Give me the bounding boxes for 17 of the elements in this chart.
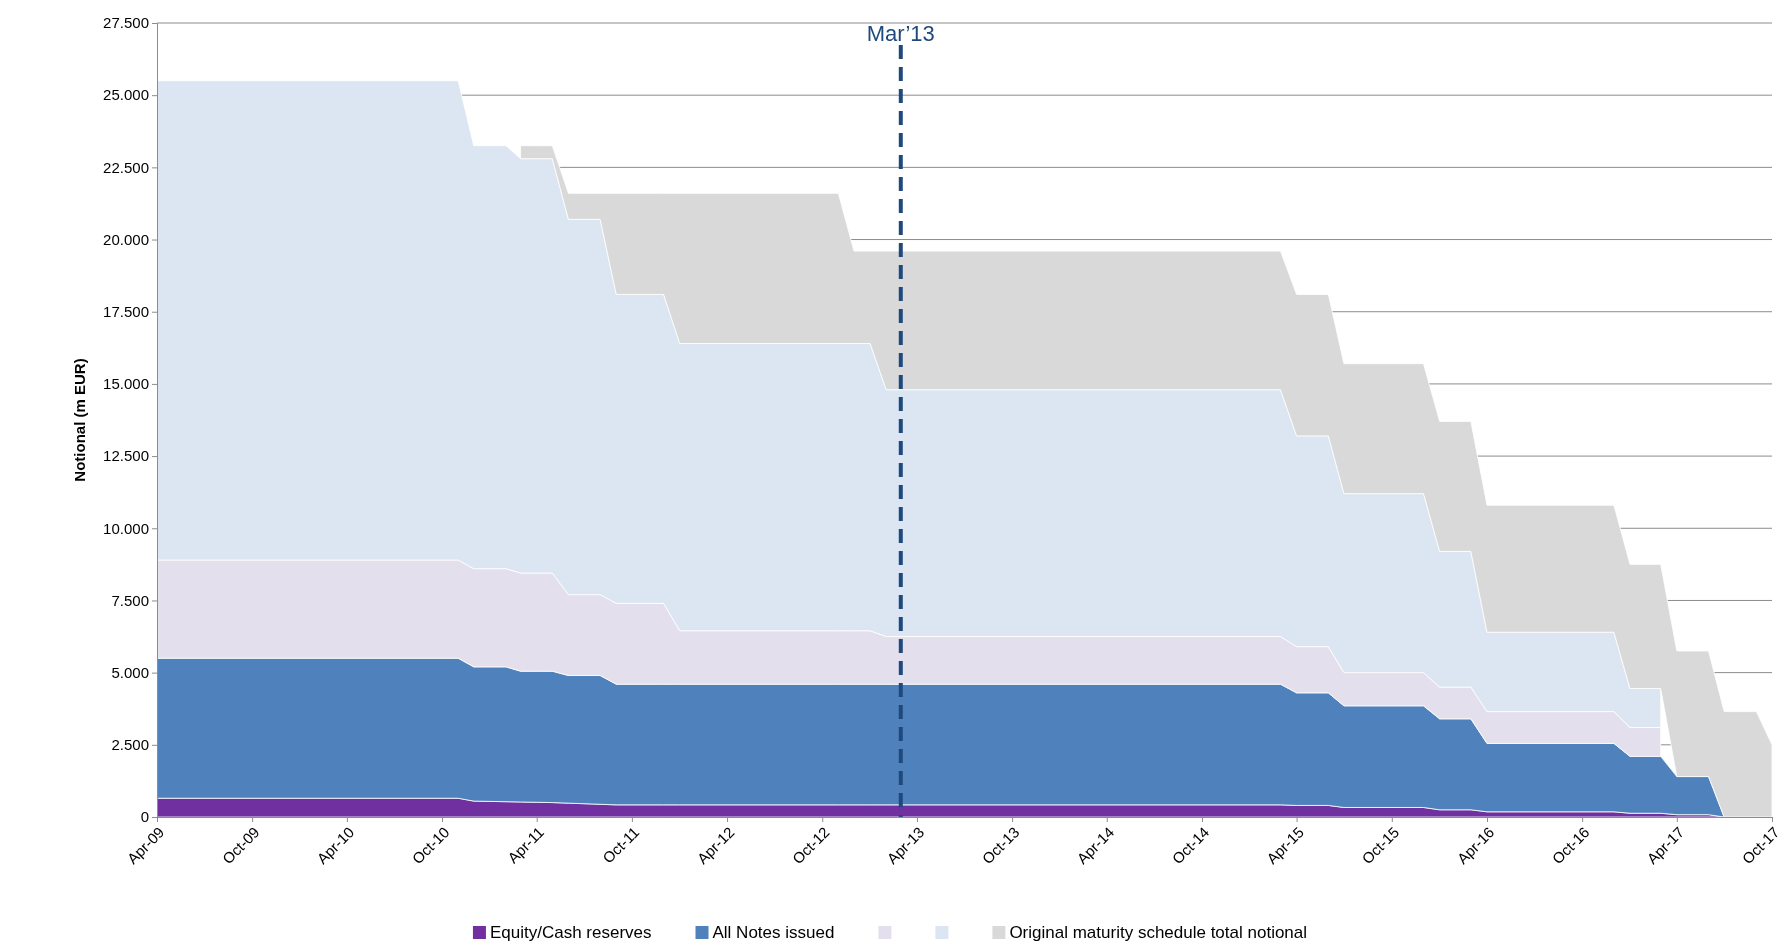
y-tick-label: 0 [140, 808, 149, 826]
y-tick-label: 17.500 [103, 303, 149, 321]
legend-label: Original maturity schedule total notional [1009, 923, 1308, 942]
y-tick-label: 5.000 [111, 663, 149, 681]
ref-line-label: Mar’13 [866, 21, 935, 46]
y-tick-label: 15.000 [103, 375, 149, 393]
y-axis-title: Notional (m EUR) [71, 358, 88, 482]
y-tick-label: 22.500 [103, 158, 149, 176]
y-tick-label: 7.500 [111, 591, 149, 609]
legend-label: Equity/Cash reserves [489, 923, 652, 942]
y-tick-label: 25.000 [103, 86, 149, 104]
y-tick-label: 10.000 [103, 519, 149, 537]
legend-label: All Notes issued [712, 923, 835, 942]
y-tick-label: 20.000 [103, 230, 149, 248]
y-tick-label: 27.500 [103, 14, 149, 32]
y-tick-label: 2.500 [111, 736, 149, 754]
y-tick-label: 12.500 [103, 447, 149, 465]
